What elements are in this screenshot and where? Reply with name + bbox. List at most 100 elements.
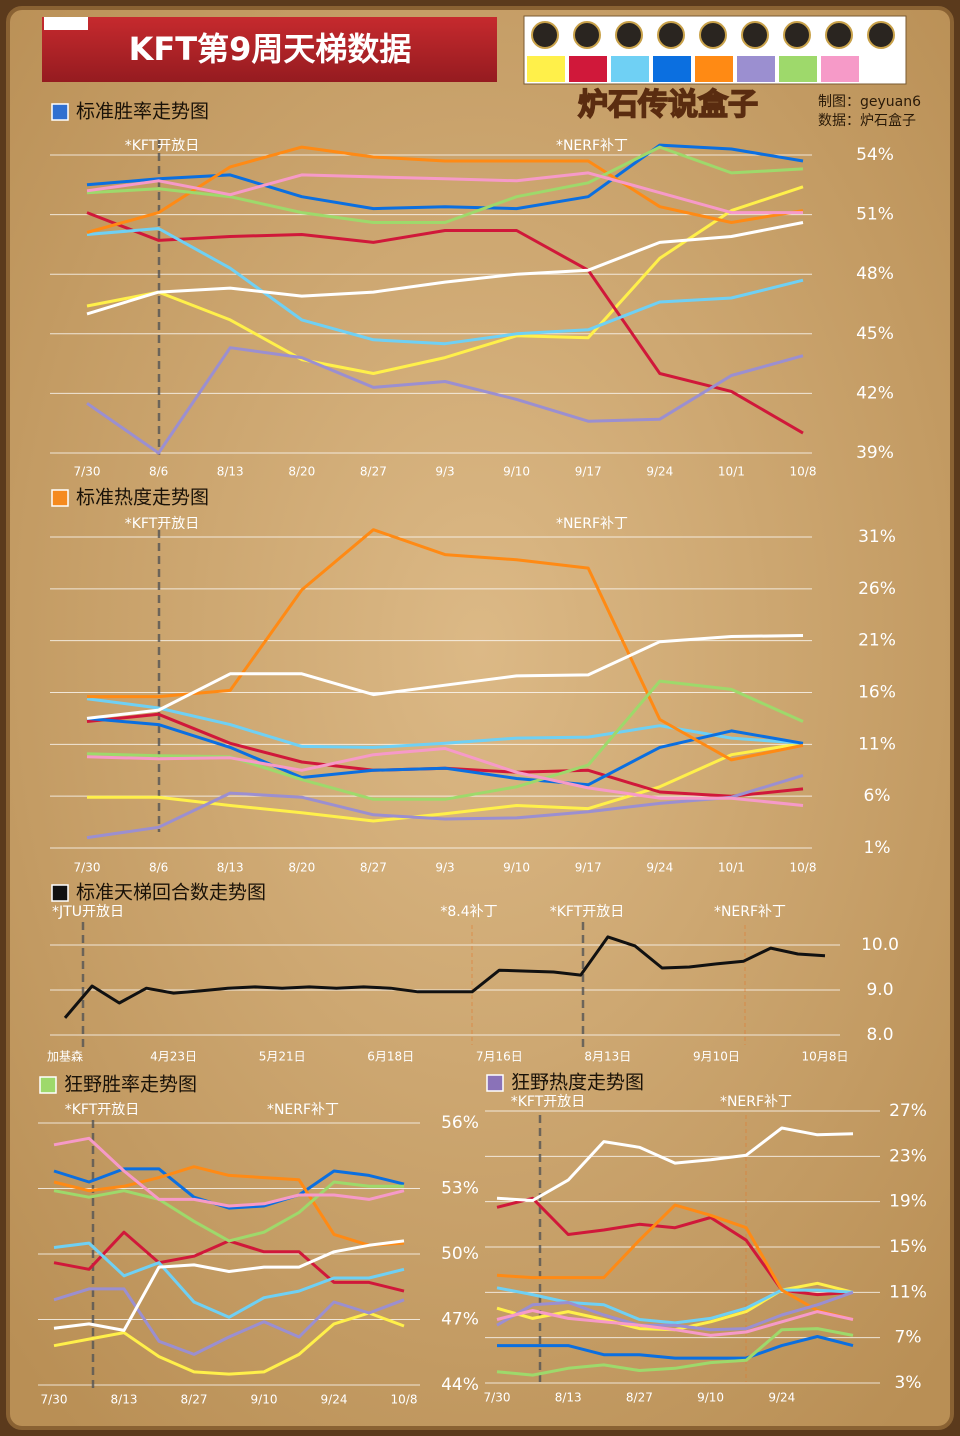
annotation: *KFT开放日 [125, 138, 200, 154]
series-line [496, 1203, 854, 1321]
chart-title: 标准天梯回合数走势图 [76, 882, 266, 904]
x-tick-label: 8/13 [555, 1391, 582, 1405]
legend-swatch [611, 56, 649, 82]
x-tick-label: 10/1 [718, 465, 745, 479]
series-line [86, 747, 804, 807]
y-tick-label: 11% [889, 1282, 927, 1302]
annotation: *JTU开放日 [52, 904, 124, 920]
class-icon [741, 21, 769, 49]
x-tick-label: 9/10 [697, 1391, 724, 1405]
legend-swatch [527, 56, 565, 82]
y-tick-label: 11% [858, 734, 896, 754]
y-tick-label: 50% [441, 1244, 479, 1264]
x-tick-label: 8/13 [217, 861, 244, 875]
series-line [86, 211, 804, 435]
annotation: *NERF补丁 [720, 1094, 792, 1110]
y-tick-label: 53% [441, 1179, 479, 1199]
y-tick-label: 54% [856, 145, 894, 165]
series-line [496, 1309, 854, 1337]
series-line [53, 1287, 405, 1356]
y-tick-label: 56% [441, 1113, 479, 1133]
x-tick-label: 8/27 [360, 861, 387, 875]
y-tick-label: 51% [856, 205, 894, 225]
y-tick-label: 3% [895, 1373, 922, 1393]
legend-swatch [653, 56, 691, 82]
series-line [87, 528, 804, 762]
series-line [53, 1136, 405, 1208]
class-icon [573, 21, 601, 49]
x-tick-label: 7/30 [484, 1391, 511, 1405]
annotation: *NERF补丁 [714, 904, 786, 920]
series-line [496, 1286, 854, 1325]
series-line [53, 1167, 405, 1210]
chart-title-marker [486, 1074, 504, 1092]
annotation: *KFT开放日 [125, 516, 200, 532]
x-tick-label: 10/8 [790, 861, 817, 875]
series-line [496, 1290, 854, 1332]
series-line [53, 1239, 405, 1332]
legend-swatch [569, 56, 607, 82]
y-tick-label: 1% [864, 838, 891, 858]
series-line [496, 1327, 854, 1377]
legend-swatch [821, 56, 859, 82]
x-tick-label: 7/30 [41, 1393, 68, 1407]
series-line [86, 346, 804, 455]
y-tick-label: 16% [858, 683, 896, 703]
annotation: *NERF补丁 [556, 516, 628, 532]
x-tick-label: 9/24 [646, 861, 673, 875]
chart-title-marker [39, 1076, 57, 1094]
legend-swatch [779, 56, 817, 82]
x-tick-label: 9/3 [435, 861, 454, 875]
x-tick-label: 8/20 [288, 861, 315, 875]
chart-title-marker [51, 103, 69, 121]
annotation: *KFT开放日 [65, 1102, 140, 1118]
x-tick-label: 8/27 [360, 465, 387, 479]
series-line [86, 227, 804, 346]
y-tick-label: 19% [889, 1192, 927, 1212]
series-line [86, 143, 804, 211]
y-tick-label: 8.0 [866, 1025, 893, 1045]
legend-swatch [863, 56, 901, 82]
series-line [86, 679, 804, 801]
x-tick-label: 8/6 [149, 465, 168, 479]
class-icon [657, 21, 685, 49]
chart-title: 标准热度走势图 [76, 487, 209, 509]
x-tick-label: 8/13 [217, 465, 244, 479]
series-line [86, 634, 804, 720]
title-banner [42, 17, 497, 82]
legend-swatch [695, 56, 733, 82]
x-tick-label: 9月10日 [693, 1050, 740, 1064]
x-tick-label: 8月13日 [584, 1050, 631, 1064]
chart-title: 狂野胜率走势图 [64, 1074, 197, 1096]
series-line [87, 741, 804, 823]
series-line [86, 145, 804, 234]
x-tick-label: 8/27 [626, 1391, 653, 1405]
annotation: *KFT开放日 [511, 1094, 586, 1110]
x-tick-label: 4月23日 [150, 1050, 197, 1064]
x-tick-label: 8/20 [288, 465, 315, 479]
page-title: KFT第9周天梯数据 [129, 30, 412, 68]
x-tick-label: 9/10 [251, 1393, 278, 1407]
class-icon [867, 21, 895, 49]
x-tick-label: 9/3 [435, 465, 454, 479]
x-tick-label: 9/24 [321, 1393, 348, 1407]
series-line [53, 1311, 405, 1376]
x-tick-label: 8/13 [111, 1393, 138, 1407]
class-icon [825, 21, 853, 49]
chart-title: 狂野热度走势图 [511, 1072, 644, 1094]
x-tick-label: 8/27 [181, 1393, 208, 1407]
annotation: *NERF补丁 [267, 1102, 339, 1118]
class-icon [699, 21, 727, 49]
y-tick-label: 10.0 [861, 935, 899, 955]
x-tick-label: 10/8 [790, 465, 817, 479]
y-tick-label: 47% [441, 1310, 479, 1330]
series-line [86, 716, 804, 787]
y-tick-label: 15% [889, 1237, 927, 1257]
x-tick-label: 9/24 [646, 465, 673, 479]
annotation: *8.4补丁 [440, 904, 497, 920]
y-tick-label: 39% [856, 443, 894, 463]
y-tick-label: 9.0 [866, 980, 893, 1000]
y-tick-label: 23% [889, 1146, 927, 1166]
series-line [86, 773, 804, 840]
